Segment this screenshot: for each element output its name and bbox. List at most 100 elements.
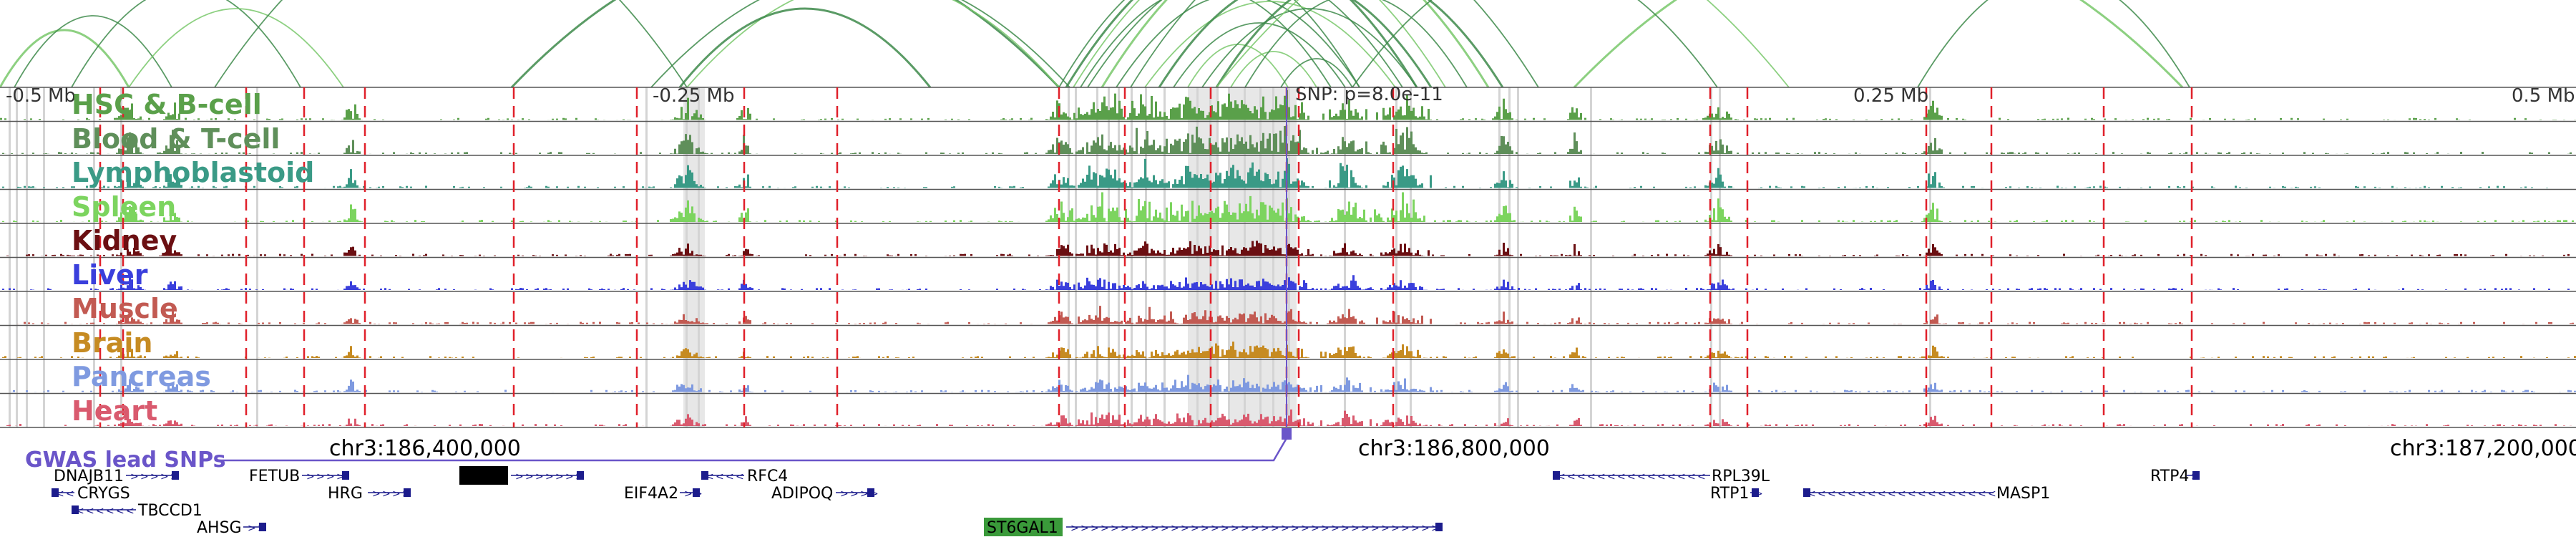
strand-arrow-icon: > <box>1181 523 1189 534</box>
gene-rpl39l[interactable]: < < < < < < < < < < < < < < < RPL39L <box>1553 468 1770 485</box>
gene-masp1[interactable]: < < < < < < < < < < < < < < < < < < < MASP1 <box>1803 485 2050 503</box>
strand-arrow-icon: > <box>1191 523 1199 534</box>
gene-eif4a2[interactable]: >>EIF4A2 <box>624 485 703 503</box>
gene-fetub[interactable]: > > > >FETUB <box>249 468 349 485</box>
chromatin-loop-arc <box>1917 0 2190 88</box>
gene-dnajb11[interactable]: >>>>>DNAJB11 <box>54 468 179 485</box>
gene-name-label: EIF4A2 <box>624 485 678 503</box>
signal-track-area <box>0 374 2576 392</box>
gene-ahsg[interactable]: >>AHSG <box>197 519 266 537</box>
strand-arrow-icon: > <box>372 488 381 500</box>
chromatin-loop-arc <box>128 8 344 88</box>
gene-exon <box>867 488 874 497</box>
strand-arrow-icon: > <box>565 471 574 483</box>
strand-arrow-icon: < <box>1968 488 1976 500</box>
strand-arrow-icon: < <box>1687 471 1696 483</box>
track-label-muscle: Muscle <box>72 293 178 324</box>
gene-exon <box>404 488 411 497</box>
strand-arrow-icon: < <box>1828 488 1836 500</box>
strand-arrow-icon: < <box>1807 488 1816 500</box>
strand-arrow-icon: < <box>126 505 135 517</box>
gene-exon <box>1803 488 1810 497</box>
chromatin-loop-arc <box>1230 51 1317 88</box>
ruler-tick-label: -0.25 Mb <box>653 85 734 107</box>
strand-arrow-icon: > <box>1151 523 1159 534</box>
track-label-pancreas: Pancreas <box>72 361 211 392</box>
strand-arrow-icon: > <box>336 471 345 483</box>
gene-annotation-track: >>>>>DNAJB11<<CRYGS<<<<<<TBCCD1>>AHSG>>>… <box>52 466 2200 537</box>
chromatin-loop-arc <box>1058 0 1360 88</box>
gene-name-label: RPL39L <box>1712 468 1770 485</box>
chromatin-loop-arc <box>1101 0 1490 88</box>
strand-arrow-icon: > <box>1411 523 1420 534</box>
gene-st6gal1[interactable]: > > > > > > > > > > > > > > > > > > > > > > > > > > > > > > > > > > > > >ST6… <box>984 518 1443 537</box>
gene-kng1[interactable]: >>>>>>>KNG1 <box>459 466 584 485</box>
strand-arrow-icon: < <box>1988 488 1996 500</box>
ruler-tick-label: -0.5 Mb <box>6 85 76 107</box>
strand-arrow-icon: > <box>140 471 149 483</box>
strand-arrow-icon: < <box>1848 488 1856 500</box>
coordinate-label: chr3:186,800,000 <box>1358 436 1550 461</box>
gene-tbccd1[interactable]: < < < < < < TBCCD1 <box>72 502 203 520</box>
signal-tracks <box>0 87 2576 428</box>
strand-arrow-icon: < <box>1958 488 1966 500</box>
strand-arrow-icon: < <box>726 471 734 483</box>
track-label-hsc-bcell: HSC & B-cell <box>72 89 262 120</box>
chromatin-loop-arc <box>510 0 1060 89</box>
coordinate-label: chr3:187,200,000 <box>2390 436 2576 461</box>
ruler-tick-label: 0.25 Mb <box>1853 85 1928 107</box>
gene-hrg[interactable]: >>>>HRG <box>328 485 411 503</box>
signal-track-area <box>0 126 2576 154</box>
gene-highlight-box <box>459 466 508 485</box>
strand-arrow-icon: > <box>1381 523 1390 534</box>
chromatin-loop-arc <box>1087 0 1403 88</box>
strand-arrow-icon: > <box>1341 523 1350 534</box>
strand-arrow-icon: < <box>1557 471 1566 483</box>
gene-rtp4[interactable]: >RTP4 <box>2150 468 2200 485</box>
gene-rfc4[interactable]: < < < < RFC4 <box>701 468 788 485</box>
gene-adipoq[interactable]: >>>>ADIPOQ <box>771 485 879 503</box>
gene-name-label: FETUB <box>249 468 300 485</box>
gene-exon <box>1752 488 1759 497</box>
track-label-liver: Liver <box>72 259 148 291</box>
strand-arrow-icon: > <box>1091 523 1099 534</box>
strand-arrow-icon: > <box>525 471 534 483</box>
strand-arrow-icon: < <box>1617 471 1626 483</box>
chromatin-loop-arc <box>1352 0 1718 88</box>
gene-highlight-box <box>984 518 1063 536</box>
strand-arrow-icon: > <box>1291 523 1299 534</box>
strand-arrow-icon: < <box>116 505 125 517</box>
strand-arrow-icon: > <box>1321 523 1330 534</box>
chromatin-loop-arc <box>1216 0 1790 88</box>
strand-arrow-icon: > <box>160 471 169 483</box>
signal-track-area <box>0 90 2576 120</box>
strand-arrow-icon: < <box>1858 488 1866 500</box>
strand-arrow-icon: > <box>1221 523 1229 534</box>
strand-arrow-icon: < <box>1948 488 1956 500</box>
strand-arrow-icon: < <box>1908 488 1916 500</box>
strand-arrow-icon: > <box>382 488 391 500</box>
strand-arrow-icon: < <box>1697 471 1706 483</box>
chromatin-loop-arc <box>214 0 688 88</box>
strand-arrow-icon: > <box>1231 523 1239 534</box>
chromatin-loop-arc <box>71 0 301 88</box>
gene-exon <box>72 505 79 514</box>
signal-track-area <box>0 306 2576 324</box>
track-label-heart: Heart <box>72 395 157 427</box>
strand-arrow-icon: > <box>1171 523 1179 534</box>
snp-pvalue-label: SNP: p=8.0e-11 <box>1295 84 1443 105</box>
strand-arrow-icon: < <box>96 505 104 517</box>
strand-arrow-icon: > <box>515 471 524 483</box>
strand-arrow-icon: > <box>1261 523 1269 534</box>
signal-track-area <box>0 158 2576 188</box>
strand-arrow-icon: > <box>1431 523 1440 534</box>
strand-arrow-icon: < <box>1888 488 1896 500</box>
strand-arrow-icon: < <box>1818 488 1826 500</box>
strand-arrow-icon: < <box>1577 471 1586 483</box>
gene-crygs[interactable]: < < CRYGS <box>52 485 130 503</box>
strand-arrow-icon: < <box>1587 471 1596 483</box>
gene-name-label: AHSG <box>197 519 242 537</box>
gene-rtp1[interactable]: >RTP1 <box>1710 485 1763 503</box>
strand-arrow-icon: < <box>1898 488 1906 500</box>
